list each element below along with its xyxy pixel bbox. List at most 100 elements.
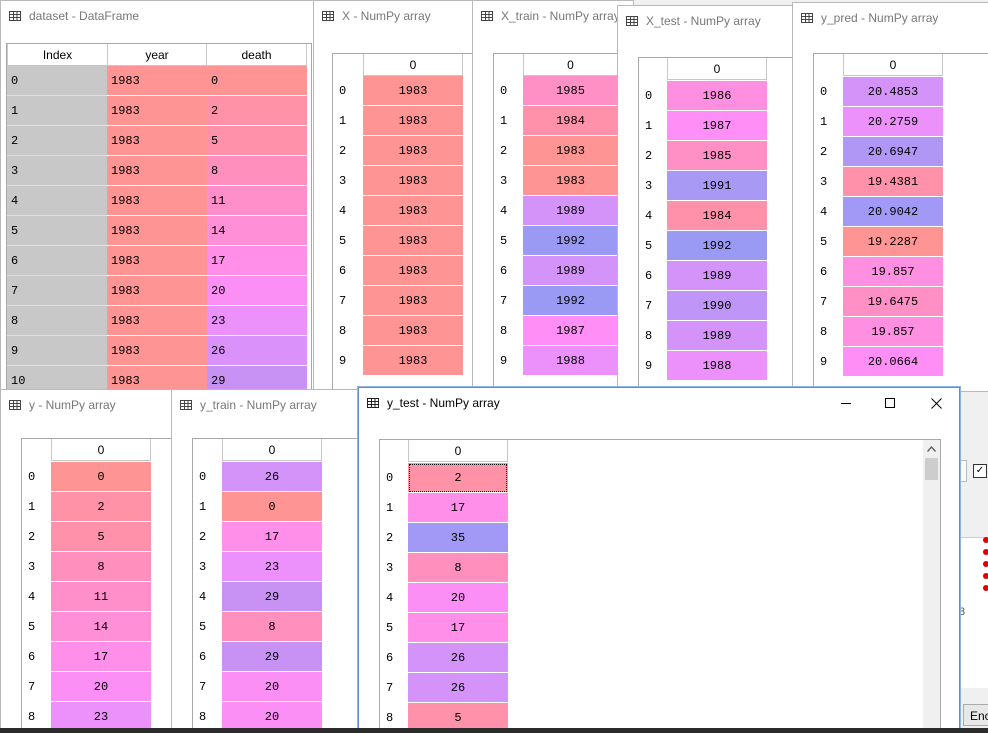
year-header[interactable]: year [107, 44, 207, 66]
array-cell[interactable]: 35 [408, 523, 508, 553]
year-cell[interactable]: 1983 [107, 246, 207, 276]
column-header[interactable]: 0 [408, 440, 508, 462]
array-cell[interactable]: 1985 [523, 76, 618, 106]
array-cell[interactable]: 19.2287 [843, 227, 943, 257]
array-cell[interactable]: 1986 [667, 81, 767, 111]
array-cell[interactable]: 5 [51, 522, 151, 552]
y-test-grid[interactable]: 0 0 2 1 17 2 35 3 8 4 20 5 17 6 26 7 26 8 5 [379, 439, 941, 732]
array-cell[interactable]: 1983 [363, 106, 463, 136]
index-cell[interactable]: 10 [7, 366, 107, 391]
array-cell[interactable]: 2 [51, 492, 151, 522]
year-cell[interactable]: 1983 [107, 306, 207, 336]
array-cell[interactable]: 1983 [363, 346, 463, 376]
index-cell[interactable]: 0 [7, 66, 107, 96]
index-cell[interactable]: 3 [7, 156, 107, 186]
year-cell[interactable]: 1983 [107, 126, 207, 156]
array-cell[interactable]: 1989 [667, 321, 767, 351]
death-cell[interactable]: 14 [207, 216, 307, 246]
scroll-thumb[interactable] [925, 458, 938, 480]
array-cell[interactable]: 8 [222, 612, 322, 642]
array-cell[interactable]: 20.2759 [843, 107, 943, 137]
death-cell[interactable]: 20 [207, 276, 307, 306]
death-cell[interactable]: 5 [207, 126, 307, 156]
array-cell[interactable]: 1983 [363, 136, 463, 166]
array-cell[interactable]: 17 [222, 522, 322, 552]
array-cell[interactable]: 17 [51, 642, 151, 672]
year-cell[interactable]: 1983 [107, 216, 207, 246]
column-header[interactable]: 0 [667, 58, 767, 80]
array-cell[interactable]: 1989 [523, 256, 618, 286]
array-cell[interactable]: 1992 [523, 226, 618, 256]
array-cell[interactable]: 8 [408, 553, 508, 583]
y-grid[interactable]: 0 0 0 1 2 2 5 3 8 4 11 5 14 6 17 7 20 8 23 [21, 438, 175, 732]
y-pred-titlebar[interactable]: y_pred - NumPy array [793, 3, 988, 33]
maximize-icon[interactable] [867, 388, 913, 418]
array-cell[interactable]: 1988 [667, 351, 767, 381]
array-cell[interactable]: 1983 [523, 166, 618, 196]
year-cell[interactable]: 1983 [107, 66, 207, 96]
array-cell[interactable]: 20 [51, 672, 151, 702]
array-cell[interactable]: 1983 [363, 76, 463, 106]
y-train-window[interactable]: y_train - NumPy array 0 0 26 1 0 2 17 3 23 4 29 5 8 6… [171, 389, 363, 733]
array-cell[interactable]: 1984 [667, 201, 767, 231]
array-cell[interactable]: 20.9042 [843, 197, 943, 227]
array-cell[interactable]: 19.4381 [843, 167, 943, 197]
array-cell[interactable]: 5 [408, 703, 508, 732]
index-header[interactable]: Index [7, 44, 108, 66]
array-cell[interactable]: 1984 [523, 106, 618, 136]
x-test-grid[interactable]: 0 0 1986 1 1987 2 1985 3 1991 4 1984 5 1992 6 1989 7 199… [638, 57, 794, 391]
dataset-window[interactable]: dataset - DataFrame Index year death 0 19… [0, 0, 314, 392]
array-cell[interactable]: 29 [222, 582, 322, 612]
y-train-grid[interactable]: 0 0 26 1 0 2 17 3 23 4 29 5 8 6 29 7 20 8 20 [192, 438, 362, 732]
dataset-titlebar[interactable]: dataset - DataFrame [1, 1, 313, 31]
array-cell[interactable]: 19.6475 [843, 287, 943, 317]
enc-button[interactable]: Enc [963, 704, 988, 726]
array-cell[interactable]: 26 [408, 643, 508, 673]
index-cell[interactable]: 9 [7, 336, 107, 366]
scroll-up-icon[interactable] [923, 440, 940, 457]
array-cell[interactable]: 26 [408, 673, 508, 703]
array-cell[interactable]: 20.4853 [843, 77, 943, 107]
array-cell[interactable]: 11 [51, 582, 151, 612]
array-cell[interactable]: 0 [51, 462, 151, 492]
array-cell[interactable]: 8 [51, 552, 151, 582]
array-cell[interactable]: 1983 [363, 256, 463, 286]
array-cell[interactable]: 23 [222, 552, 322, 582]
array-cell[interactable]: 1991 [667, 171, 767, 201]
index-cell[interactable]: 5 [7, 216, 107, 246]
index-cell[interactable]: 1 [7, 96, 107, 126]
array-cell[interactable]: 1985 [667, 141, 767, 171]
minimize-icon[interactable] [823, 388, 869, 418]
x-grid[interactable]: 0 0 1983 1 1983 2 1983 3 1983 4 1983 5 1983 6 1983 7 198… [332, 53, 474, 391]
array-cell[interactable]: 17 [408, 493, 508, 523]
index-cell[interactable]: 8 [7, 306, 107, 336]
array-cell[interactable]: 1992 [667, 231, 767, 261]
year-cell[interactable]: 1983 [107, 96, 207, 126]
column-header[interactable]: 0 [222, 439, 322, 461]
array-cell[interactable]: 20.0664 [843, 347, 943, 377]
y-pred-window[interactable]: y_pred - NumPy array 0 0 20.4853 1 20.2759 2 2… [792, 2, 988, 392]
index-cell[interactable]: 2 [7, 126, 107, 156]
year-cell[interactable]: 1983 [107, 186, 207, 216]
column-header[interactable]: 0 [51, 439, 151, 461]
year-cell[interactable]: 1983 [107, 156, 207, 186]
y-test-window[interactable]: y_test - NumPy array 0 0 2 1 17 2 35 3 8 4 20 5 17 6 2… [358, 387, 960, 733]
array-cell[interactable]: 0 [222, 492, 322, 522]
array-cell[interactable]: 1989 [667, 261, 767, 291]
year-cell[interactable]: 1983 [107, 336, 207, 366]
array-cell[interactable]: 20.6947 [843, 137, 943, 167]
array-cell[interactable]: 20 [222, 672, 322, 702]
array-cell[interactable]: 1990 [667, 291, 767, 321]
x-test-titlebar[interactable]: X_test - NumPy array [618, 6, 794, 36]
close-icon[interactable] [913, 388, 959, 418]
checkbox-icon[interactable]: ✓ [973, 464, 987, 478]
array-cell[interactable]: 1989 [523, 196, 618, 226]
death-cell[interactable]: 11 [207, 186, 307, 216]
y-window[interactable]: y - NumPy array 0 0 0 1 2 2 5 3 8 4 11 5 14 6 17 7 20 8 23 [0, 389, 176, 733]
array-cell[interactable]: 1983 [363, 196, 463, 226]
array-cell[interactable]: 19.857 [843, 317, 943, 347]
array-cell[interactable]: 1983 [363, 166, 463, 196]
death-cell[interactable]: 0 [207, 66, 307, 96]
column-header[interactable]: 0 [843, 54, 943, 76]
array-cell[interactable]: 1983 [523, 136, 618, 166]
